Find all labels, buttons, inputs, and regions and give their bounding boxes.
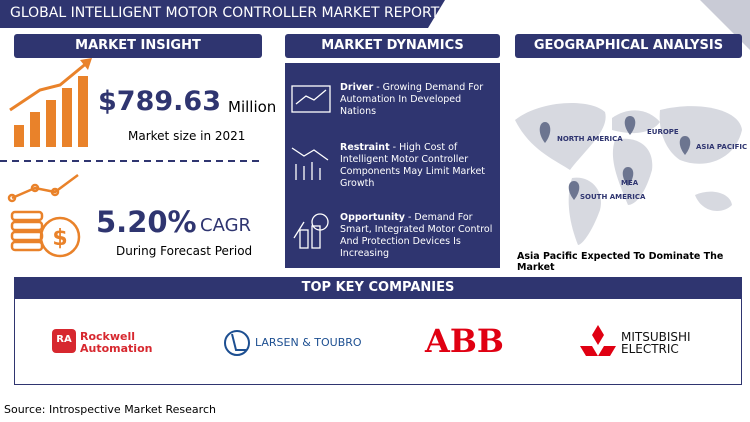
logo-line: Automation (80, 342, 153, 355)
item-label: Restraint (340, 142, 390, 153)
cagr-value: 5.20% (96, 205, 197, 239)
svg-text:$: $ (52, 226, 67, 251)
company-logo: LARSEN & TOUBRO (255, 336, 362, 349)
market-size: $789.63 (98, 86, 221, 117)
section-heading: MARKET INSIGHT (14, 34, 262, 58)
region-label: ASIA PACIFIC (696, 143, 748, 151)
item-text: - High Cost of Intelligent Motor Control… (340, 142, 486, 189)
logo-line: MITSUBISHI (621, 330, 691, 344)
section-heading: TOP KEY COMPANIES (14, 277, 742, 298)
region-label: NORTH AMERICA (557, 135, 623, 143)
dynamics-item: Opportunity - Demand For Smart, Integrat… (340, 212, 498, 260)
region-label: EUROPE (647, 128, 679, 136)
cagr-caption: During Forecast Period (116, 244, 253, 258)
dynamics-item: Driver - Growing Demand For Automation I… (340, 82, 498, 118)
company-logo: ABB (425, 322, 504, 360)
market-size-caption: Market size in 2021 (128, 129, 246, 143)
region-label: SOUTH AMERICA (580, 193, 646, 201)
section-heading: MARKET DYNAMICS (285, 34, 500, 58)
company-logo: MITSUBISHI ELECTRIC (621, 331, 691, 355)
item-text: - Growing Demand For Automation In Devel… (340, 82, 484, 117)
item-label: Opportunity (340, 212, 405, 223)
cagr-label: CAGR (200, 215, 252, 236)
dynamics-item: Restraint - High Cost of Intelligent Mot… (340, 142, 498, 190)
item-label: Driver (340, 82, 374, 93)
logo-badge: RA (56, 334, 72, 345)
geo-caption: Asia Pacific Expected To Dominate The Ma… (517, 251, 724, 273)
section-heading: GEOGRAPHICAL ANALYSIS (515, 34, 742, 58)
logo-line: ELECTRIC (621, 342, 679, 356)
item-text: - Demand For Smart, Integrated Motor Con… (340, 212, 493, 259)
company-logo: Rockwell Automation (80, 331, 152, 355)
source-note: Source: Introspective Market Research (4, 403, 216, 416)
market-size-unit: Million (228, 98, 277, 116)
region-label: MEA (621, 179, 639, 187)
logo-line: Rockwell (80, 330, 136, 343)
report-title: GLOBAL INTELLIGENT MOTOR CONTROLLER MARK… (10, 5, 440, 21)
